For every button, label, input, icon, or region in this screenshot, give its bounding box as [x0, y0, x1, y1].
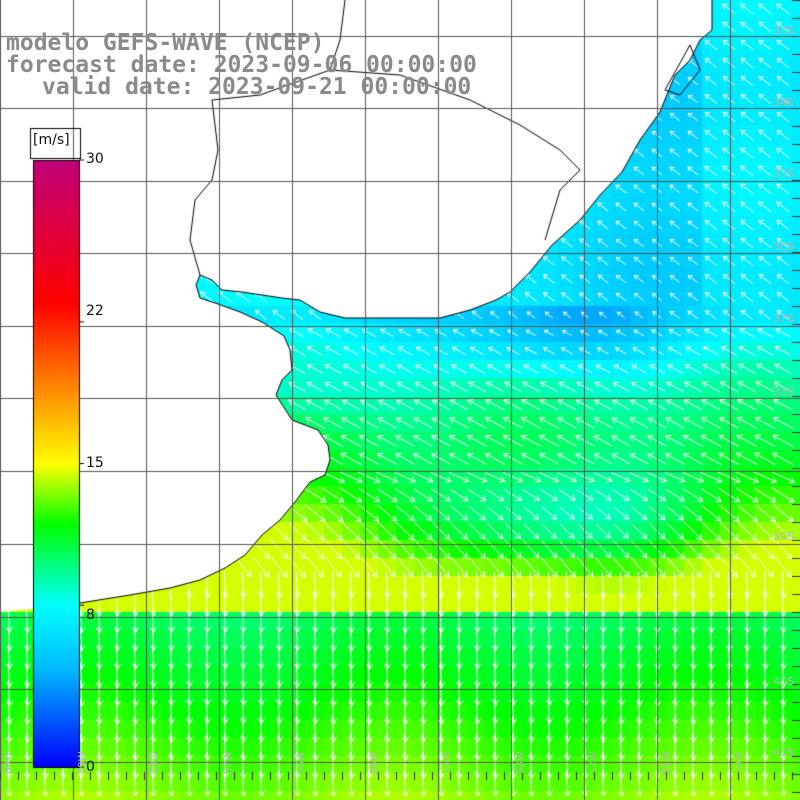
colorbar-tick-0: 0	[86, 759, 95, 775]
lat-label: 40S	[773, 675, 794, 688]
lon-label: 50W	[734, 751, 745, 774]
lat-label: 35S	[773, 167, 794, 180]
lat-label: 39S	[773, 530, 794, 543]
colorbar-tick-30: 30	[86, 151, 104, 167]
lon-label: 54W	[442, 751, 453, 774]
lat-label: 36S	[773, 240, 794, 253]
lon-label: 52W	[588, 751, 599, 774]
lon-label: 55W	[369, 751, 380, 774]
lon-label: 59W	[77, 751, 88, 774]
colorbar-tick-22: 22	[86, 303, 104, 319]
colorbar-tick-15: 15	[86, 455, 104, 471]
valid-date-title: valid date: 2023-09-21 00:00:00	[42, 74, 472, 100]
lon-label: 57W	[223, 751, 234, 774]
lon-label: 56W	[296, 751, 307, 774]
forecast-date-title: forecast date: 2023-09-06 00:00:00	[6, 52, 477, 78]
lon-label: 60W	[3, 751, 14, 774]
lat-label: 34S	[773, 96, 794, 109]
colorbar-tick-8: 8	[86, 607, 95, 623]
colorbar-unit-label: [m/s]	[33, 132, 70, 148]
lon-label: 58W	[149, 751, 160, 774]
model-title: modelo GEFS-WAVE (NCEP)	[6, 30, 325, 56]
lon-label: 53W	[515, 751, 526, 774]
lat-label: 41S	[773, 746, 794, 759]
lat-label: 37S	[773, 312, 794, 325]
lon-label: 51W	[661, 751, 672, 774]
lat-label: 33S	[773, 24, 794, 37]
lat-label: 38S	[773, 385, 794, 398]
